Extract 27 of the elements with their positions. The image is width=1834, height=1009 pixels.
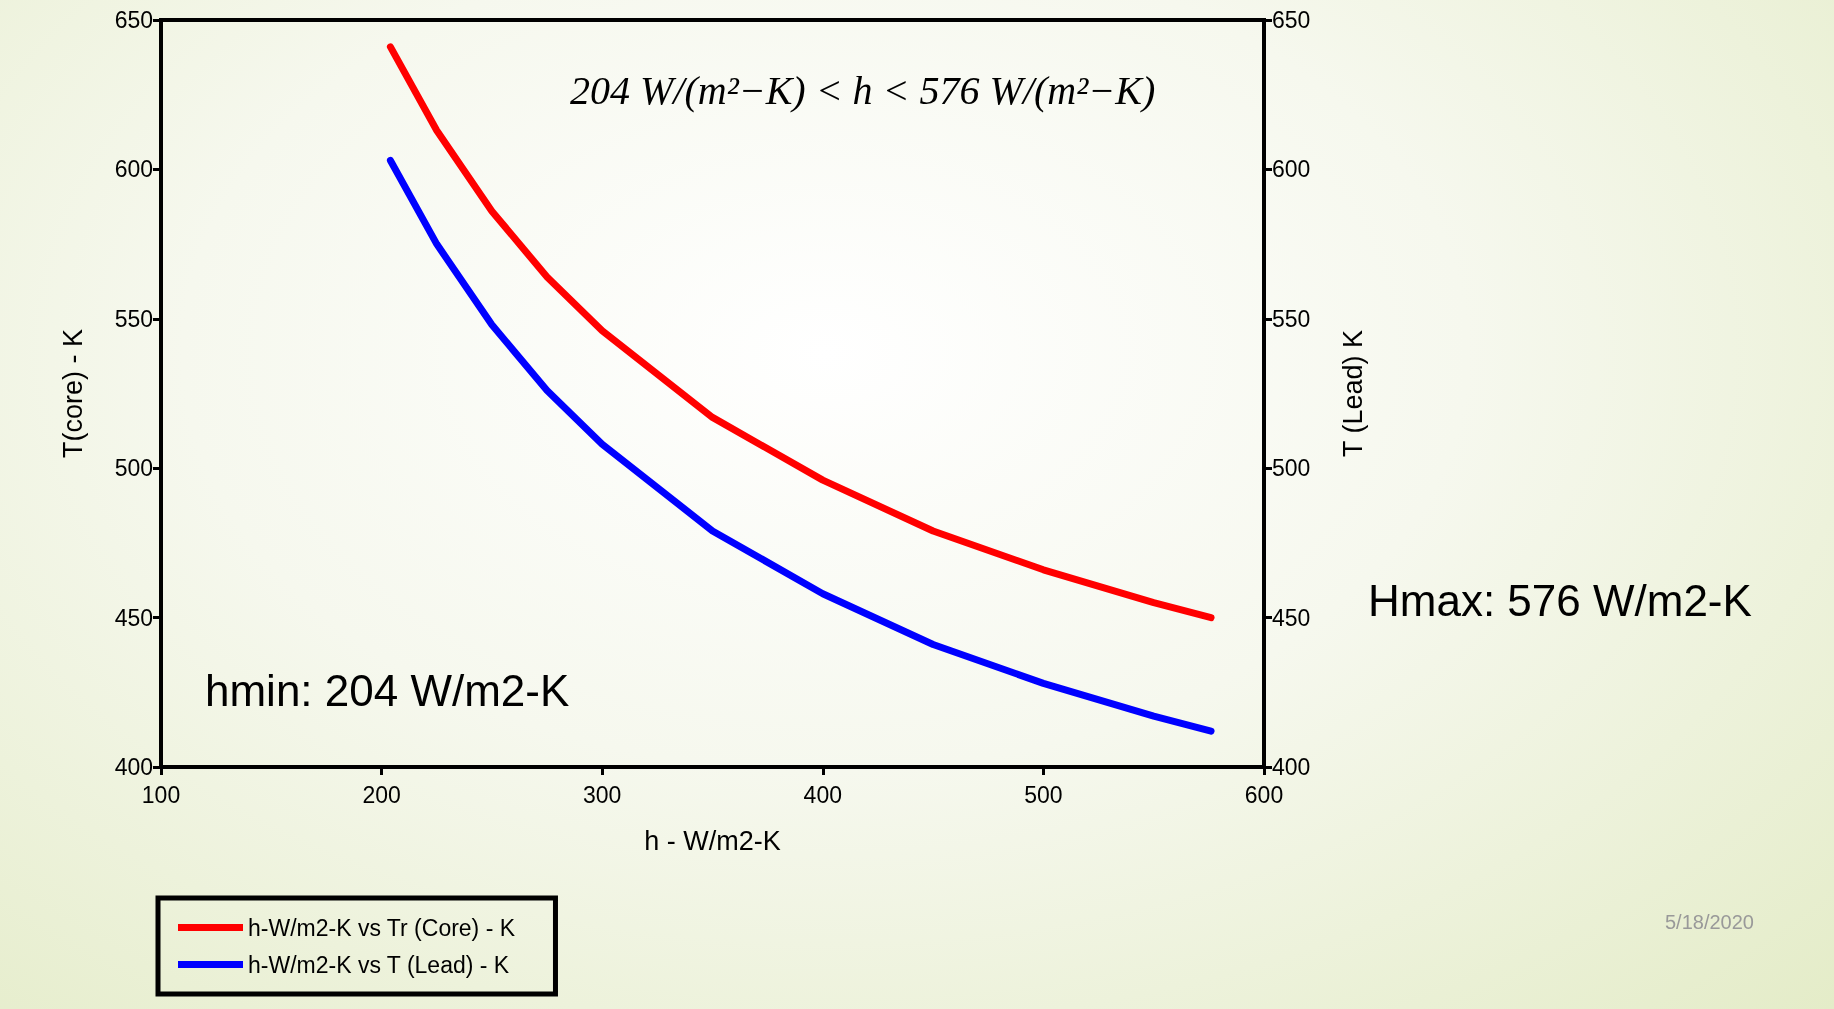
y2-tick-label: 600 — [1272, 156, 1311, 183]
x-tick-label: 500 — [1024, 781, 1063, 808]
x-tick-label: 300 — [583, 781, 622, 808]
annotation: hmin: 204 W/m2-K — [205, 665, 570, 715]
legend-label: h-W/m2-K vs T (Lead) - K — [248, 951, 510, 978]
y-tick-label: 400 — [114, 754, 153, 780]
legend-label: h-W/m2-K vs Tr (Core) - K — [248, 914, 516, 941]
x-tick-label: 200 — [362, 781, 401, 808]
y2-tick-label: 400 — [1272, 754, 1311, 780]
y-tick-label: 600 — [114, 156, 153, 183]
text: 5/18/2020 — [1665, 911, 1754, 933]
annotation: 204 W/(m²−K) < h < 576 W/(m²−K) — [570, 67, 1156, 113]
y2-tick-label: 450 — [1272, 604, 1311, 631]
y2-tick-label: 500 — [1272, 455, 1311, 482]
y-tick-label: 500 — [114, 455, 153, 482]
text: Hmax: 576 W/m2-K — [1368, 575, 1752, 625]
y2-tick-label: 650 — [1272, 7, 1311, 33]
x-tick-label: 100 — [141, 781, 181, 808]
x-axis-title: h - W/m2-K — [644, 825, 781, 856]
y-tick-label: 550 — [114, 305, 153, 332]
y-tick-label: 650 — [114, 7, 153, 33]
y2-tick-label: 550 — [1272, 305, 1311, 332]
x-tick-label: 600 — [1244, 781, 1284, 808]
y-axis-title: T(core) - K — [57, 328, 88, 459]
y-tick-label: 450 — [114, 604, 153, 631]
x-tick-label: 400 — [803, 781, 842, 808]
y2-axis-title: T (Lead) K — [1337, 329, 1368, 458]
